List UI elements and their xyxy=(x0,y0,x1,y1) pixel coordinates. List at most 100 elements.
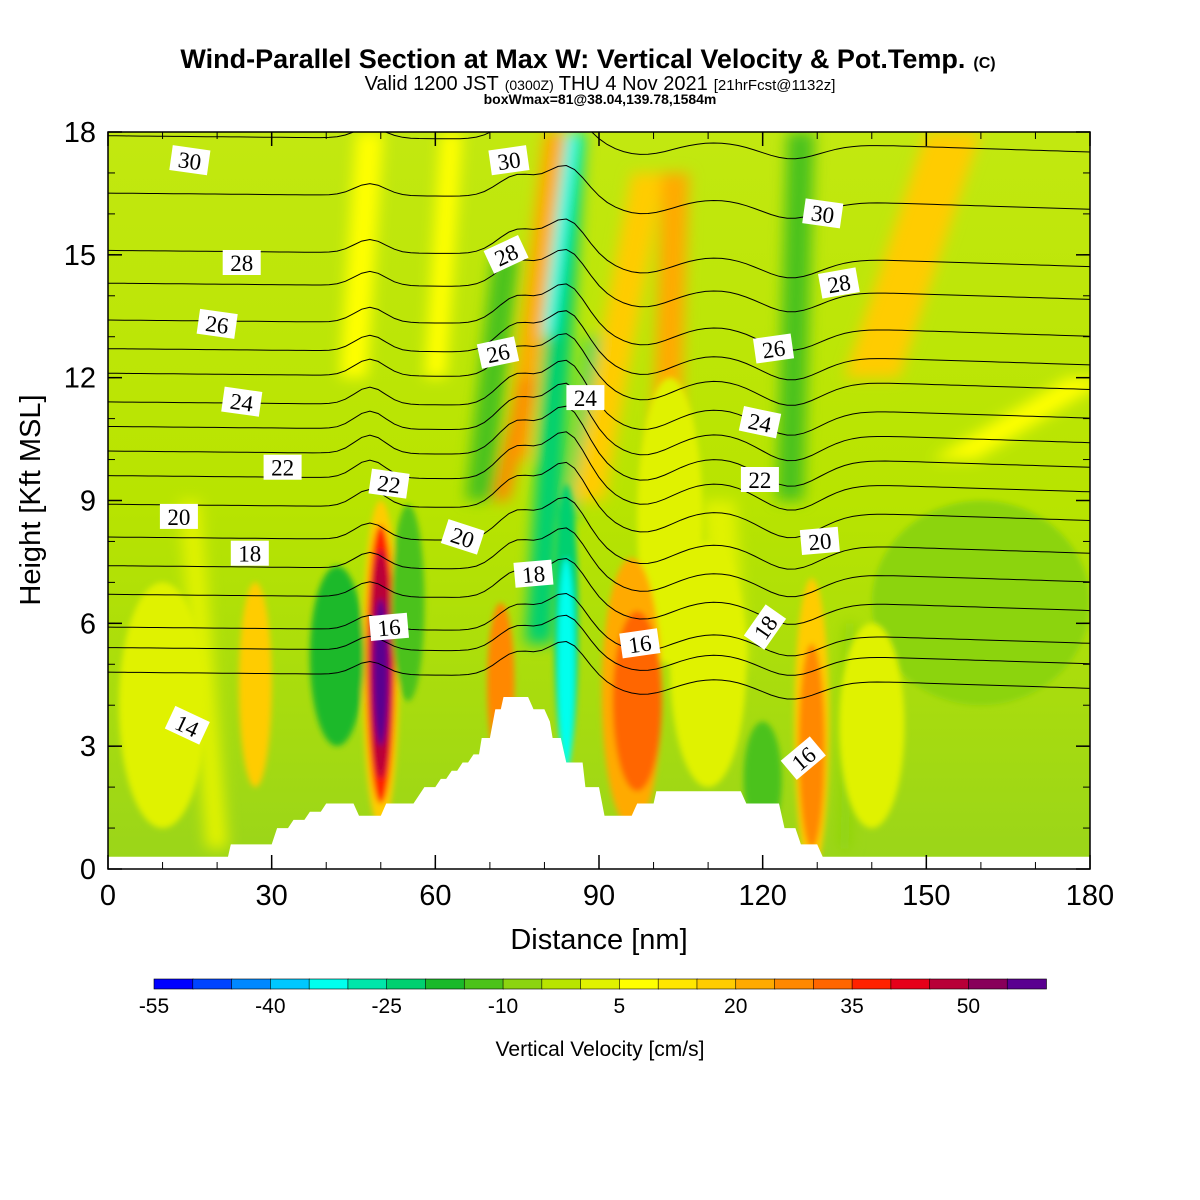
contour-label-26: 26 xyxy=(752,333,795,364)
y-axis-label: Height [Kft MSL] xyxy=(15,394,47,605)
velocity-band-2 xyxy=(563,336,599,521)
contour-label-22: 22 xyxy=(368,468,410,499)
colorbar-swatch xyxy=(1006,978,1047,990)
colorbar-swatch xyxy=(851,978,892,990)
contour-label-text: 18 xyxy=(521,561,546,588)
contour-label-text: 24 xyxy=(574,386,598,411)
y-tick-label: 3 xyxy=(80,731,96,763)
theta-contour-15 xyxy=(108,614,1090,676)
contour-label-20: 20 xyxy=(440,519,485,555)
contour-label-text: 20 xyxy=(167,505,190,530)
y-tick-label: 18 xyxy=(64,117,96,149)
colorbar-swatch xyxy=(541,978,582,990)
contour-label-30: 30 xyxy=(802,198,844,229)
x-tick-label: 0 xyxy=(100,880,116,912)
contour-label-24: 24 xyxy=(566,385,605,411)
velocity-band-11 xyxy=(844,132,981,378)
contour-label-text: 24 xyxy=(746,409,774,438)
colorbar-tick-label: -55 xyxy=(139,995,169,1018)
velocity-band-5 xyxy=(571,172,665,501)
velocity-cell-12 xyxy=(309,566,365,747)
velocity-band-9 xyxy=(339,132,384,378)
contour-label-28: 28 xyxy=(818,267,860,299)
contour-label-16: 16 xyxy=(368,612,409,641)
colorbar-swatch xyxy=(696,978,737,990)
colorbar-tick-label: -25 xyxy=(372,995,402,1018)
colorbar-tick-label: 5 xyxy=(614,995,626,1018)
theta-contour-30 xyxy=(108,164,1090,219)
contour-label-text: 16 xyxy=(376,614,401,641)
colorbar-swatch xyxy=(929,978,970,990)
theta-contour-29 xyxy=(108,218,1090,279)
colorbar-swatch xyxy=(153,978,194,990)
x-tick-label: 90 xyxy=(583,880,615,912)
colorbar-swatch xyxy=(425,978,466,990)
colorbar-swatch xyxy=(347,978,388,990)
contour-label-text: 26 xyxy=(204,311,230,339)
colorbar: -55 -40 -25 -10 5 20 35 50 xyxy=(139,978,1047,1018)
y-tick-label: 6 xyxy=(80,608,96,640)
theta-contour-16 xyxy=(108,592,1090,657)
velocity-cell-16 xyxy=(839,623,905,829)
contour-label-text: 24 xyxy=(229,389,256,417)
contour-label-text: 18 xyxy=(238,542,261,567)
contour-label-text: 26 xyxy=(484,339,512,368)
y-tick-label: 15 xyxy=(64,240,96,272)
velocity-band-4 xyxy=(492,377,537,501)
y-tick-label: 0 xyxy=(80,854,96,886)
velocity-cell-19 xyxy=(637,377,703,665)
contour-label-24: 24 xyxy=(221,386,263,417)
contour-label-20: 20 xyxy=(159,503,198,530)
contour-label-text: 22 xyxy=(376,471,402,499)
contour-label-16: 16 xyxy=(619,628,661,659)
x-tick-label: 120 xyxy=(738,880,786,912)
colorbar-swatch xyxy=(657,978,698,990)
chart-subsubtitle: boxWmax=81@38.04,139.78,1584m xyxy=(484,91,717,107)
contour-label-18: 18 xyxy=(230,540,269,567)
contour-label-28: 28 xyxy=(222,250,261,276)
colorbar-swatch xyxy=(774,978,815,990)
theta-contour-23 xyxy=(108,382,1090,462)
colorbar-swatch xyxy=(619,978,659,990)
contour-label-18: 18 xyxy=(513,559,554,588)
x-tick-label: 30 xyxy=(256,880,288,912)
contour-label-22: 22 xyxy=(740,467,779,493)
velocity-band-0 xyxy=(525,132,586,644)
velocity-cell-10 xyxy=(557,557,575,771)
velocity-cell-18 xyxy=(871,500,1090,706)
velocity-band-7 xyxy=(465,254,520,501)
theta-contour-27 xyxy=(108,283,1090,351)
velocity-band-10 xyxy=(424,132,463,378)
contour-label-text: 16 xyxy=(627,630,653,658)
theta-contour-22 xyxy=(108,405,1090,487)
contour-label-30: 30 xyxy=(488,145,530,176)
colorbar-swatch xyxy=(580,978,621,990)
y-tick-label: 12 xyxy=(64,363,96,395)
x-tick-label: 180 xyxy=(1066,880,1114,912)
theta-contour-25 xyxy=(108,333,1090,406)
terrain xyxy=(108,697,1090,869)
colorbar-swatch xyxy=(308,978,349,990)
contour-label-26: 26 xyxy=(476,336,520,369)
contour-label-text: 22 xyxy=(748,468,771,493)
contour-label-text: 26 xyxy=(761,336,787,364)
theta-contour-28 xyxy=(108,248,1090,313)
y-tick-label: 9 xyxy=(80,486,96,518)
velocity-band-8 xyxy=(776,132,815,501)
velocity-band-1 xyxy=(540,132,582,337)
contour-label-26: 26 xyxy=(196,308,238,339)
x-tick-label: 150 xyxy=(902,880,950,912)
theta-contour-19 xyxy=(108,496,1090,570)
colorbar-swatch xyxy=(386,978,427,990)
theta-contour-20 xyxy=(108,461,1090,539)
colorbar-swatch xyxy=(231,978,272,990)
contour-label-24: 24 xyxy=(738,406,782,439)
theta-contour-14 xyxy=(108,640,1090,700)
colorbar-tick-label: 35 xyxy=(840,995,863,1018)
theta-contour-18 xyxy=(108,527,1090,598)
chart-title: Wind-Parallel Section at Max W: Vertical… xyxy=(180,44,995,74)
chart-subtitle: Valid 1200 JST (0300Z) THU 4 Nov 2021 [21hr… xyxy=(365,73,836,95)
contour-label-22: 22 xyxy=(263,454,302,481)
colorbar-swatch xyxy=(813,978,853,990)
